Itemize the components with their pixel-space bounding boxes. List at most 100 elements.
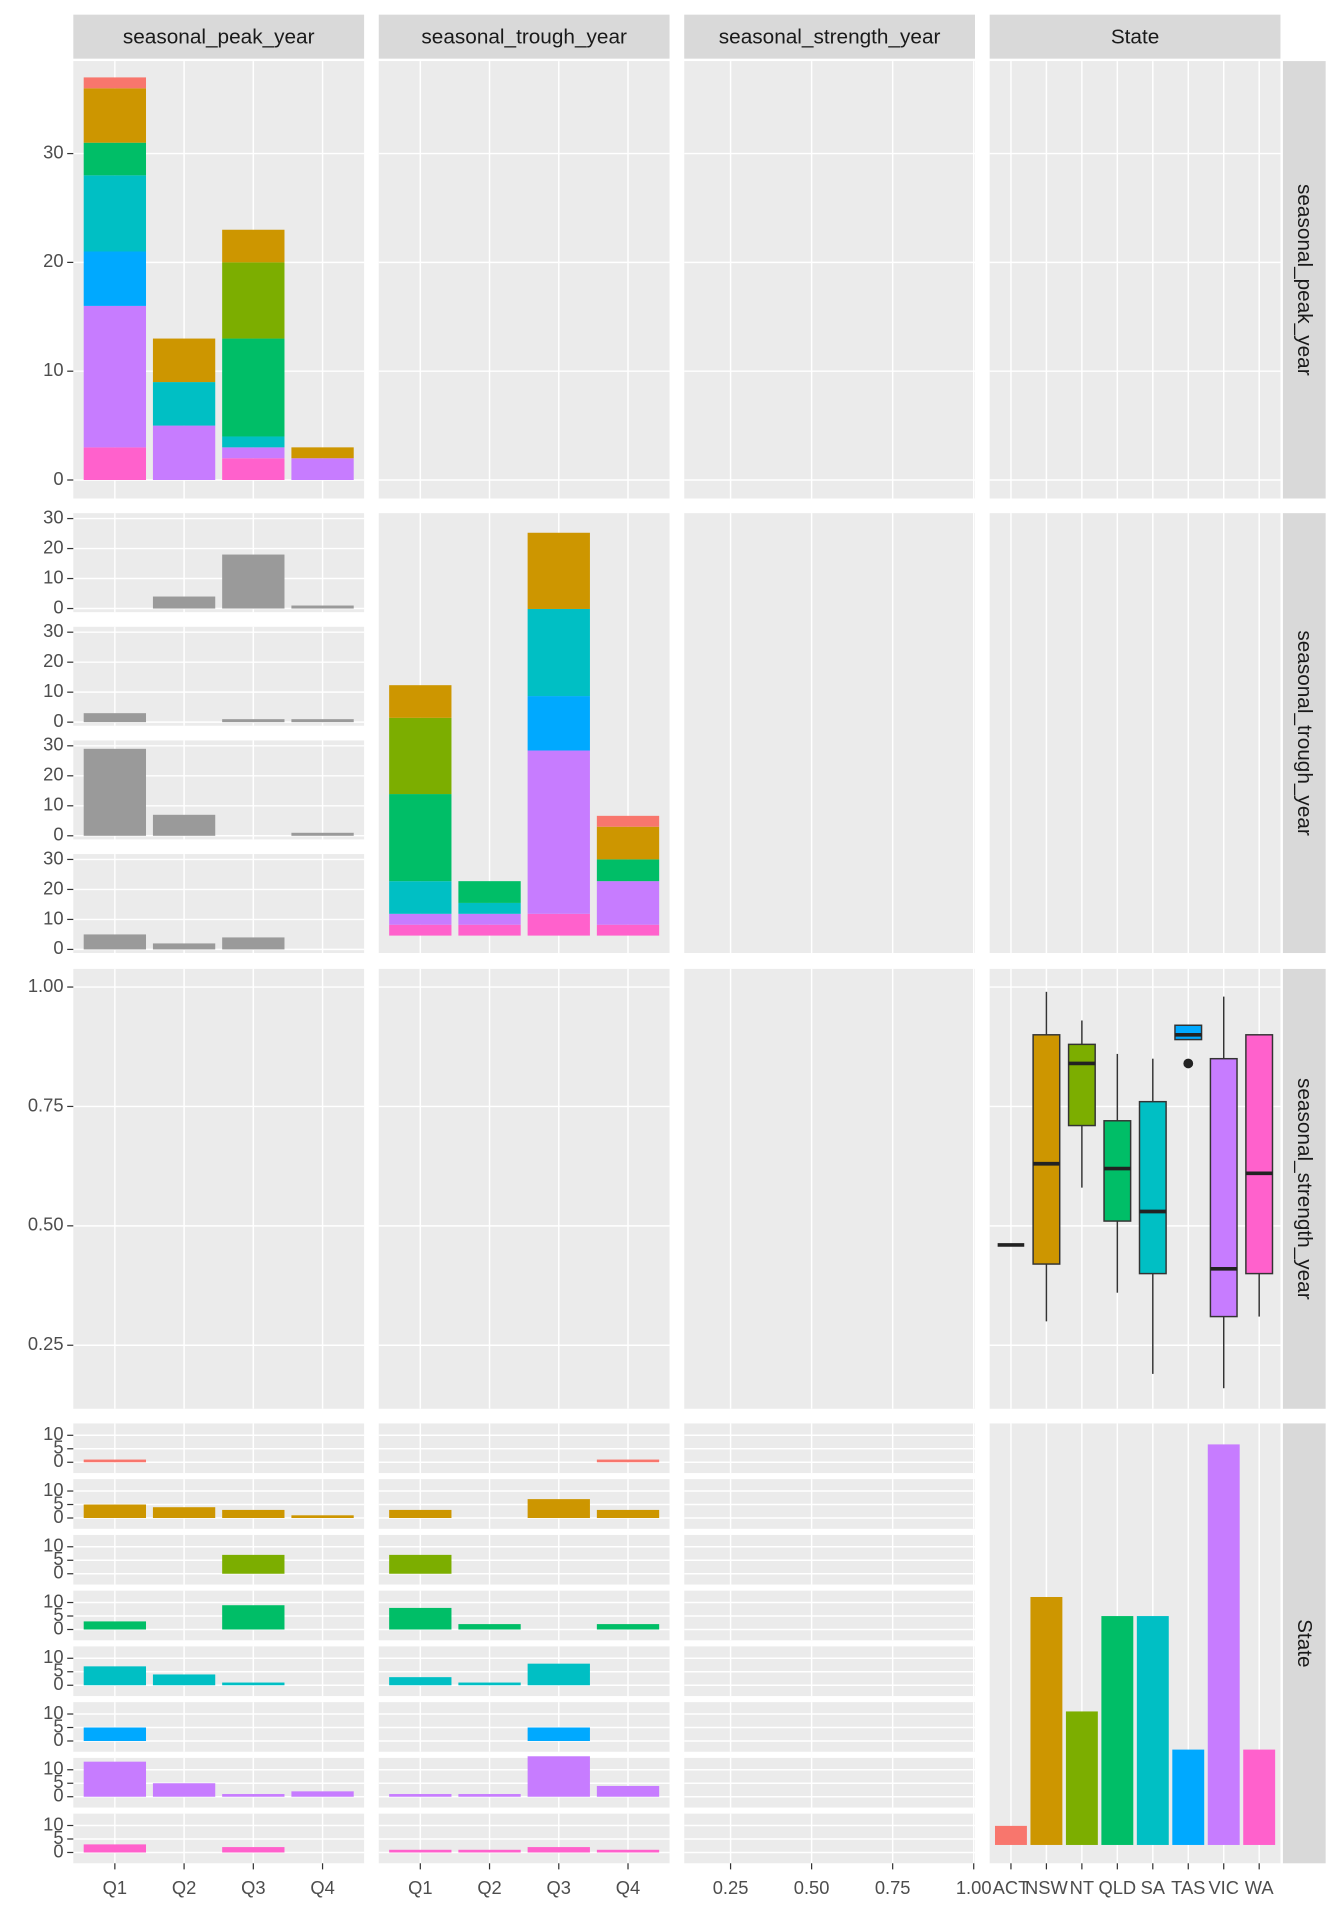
y-tick-label: 10: [43, 1590, 63, 1611]
panel-background: [378, 968, 670, 1409]
bar: [389, 1554, 452, 1574]
x-tick-label: Q4: [310, 1877, 334, 1898]
bar: [83, 1844, 147, 1853]
bar-segment: [596, 826, 660, 860]
box: [1245, 1034, 1274, 1275]
y-tick-label: 10: [43, 359, 63, 380]
y-tick-label: 5: [53, 1604, 63, 1625]
bar-segment: [527, 608, 590, 697]
strip-label: State: [1293, 1619, 1316, 1667]
bar-segment: [83, 77, 147, 89]
bar: [222, 1509, 285, 1519]
y-tick-label: 10: [43, 1479, 63, 1500]
strip-label: seasonal_peak_year: [1293, 184, 1316, 376]
bar: [1136, 1616, 1169, 1845]
outlier: [1183, 1058, 1194, 1069]
y-tick-label: 0.25: [28, 1333, 64, 1354]
y-tick-label: 5: [53, 1437, 63, 1458]
strip: [378, 14, 670, 59]
x-tick-label: SA: [1141, 1877, 1166, 1898]
bar: [83, 1459, 147, 1463]
y-tick-label: 0: [53, 937, 63, 958]
bar: [527, 1847, 590, 1853]
y-tick-label: 10: [43, 566, 63, 587]
bar-segment: [83, 88, 147, 143]
bar-segment: [458, 881, 521, 903]
y-tick-label: 0: [53, 1450, 63, 1471]
strip: [1282, 968, 1326, 1409]
bar: [291, 1791, 354, 1797]
y-tick-label: 10: [43, 680, 63, 701]
bar-segment: [222, 229, 285, 263]
bar: [291, 832, 354, 836]
box: [1032, 1034, 1061, 1265]
y-tick-label: 10: [43, 1423, 63, 1444]
bar-segment: [596, 859, 660, 882]
bar-segment: [596, 815, 660, 827]
x-tick-label: Q2: [172, 1877, 196, 1898]
x-tick-label: Q2: [477, 1877, 501, 1898]
bar-segment: [596, 924, 660, 936]
y-tick-label: 20: [43, 764, 63, 785]
bar-segment: [527, 750, 590, 914]
y-tick-label: 10: [43, 794, 63, 815]
y-tick-label: 30: [43, 141, 63, 162]
y-tick-label: 0: [53, 1562, 63, 1583]
y-tick-label: 0: [53, 1785, 63, 1806]
y-tick-label: 30: [43, 506, 63, 527]
y-tick-label: 30: [43, 734, 63, 755]
bar: [596, 1459, 660, 1463]
strip: [1282, 61, 1326, 499]
y-tick-label: 20: [43, 250, 63, 271]
bar: [1172, 1749, 1205, 1845]
bar: [83, 1621, 147, 1630]
x-tick-label: Q4: [616, 1877, 640, 1898]
bar: [291, 605, 354, 609]
y-tick-label: 10: [43, 1535, 63, 1556]
bar: [83, 1727, 147, 1741]
panel-background: [378, 61, 670, 499]
bar: [222, 937, 285, 950]
bar: [596, 1509, 660, 1519]
x-tick-label: 0.75: [875, 1877, 911, 1898]
strip-label: seasonal_peak_year: [123, 25, 315, 48]
x-tick-label: VIC: [1208, 1877, 1239, 1898]
strip-label: seasonal_trough_year: [421, 25, 627, 48]
y-tick-label: 0.50: [28, 1214, 64, 1235]
bar-segment: [389, 794, 452, 882]
y-tick-label: 0: [53, 1729, 63, 1750]
bar: [83, 748, 147, 836]
y-tick-label: 0: [53, 824, 63, 845]
bar-segment: [222, 262, 285, 339]
bar-segment: [222, 436, 285, 448]
bar: [458, 1794, 521, 1797]
bar: [458, 1624, 521, 1630]
bar-segment: [389, 881, 452, 914]
bar: [389, 1509, 452, 1519]
strip-label: seasonal_strength_year: [719, 25, 941, 48]
bar: [596, 1785, 660, 1797]
y-tick-label: 5: [53, 1827, 63, 1848]
bar: [527, 1727, 590, 1741]
y-tick-label: 20: [43, 650, 63, 671]
bar: [291, 719, 354, 723]
x-tick-label: WA: [1245, 1877, 1275, 1898]
bar-segment: [222, 338, 285, 437]
bar-segment: [152, 425, 216, 481]
box: [1067, 1043, 1096, 1127]
bar-segment: [291, 447, 354, 459]
bar: [1101, 1616, 1134, 1845]
bar: [222, 554, 285, 609]
bar: [83, 1761, 147, 1797]
bar-segment: [527, 532, 590, 609]
bar-segment: [291, 458, 354, 481]
bar-segment: [527, 696, 590, 751]
bar: [994, 1825, 1027, 1845]
bar: [458, 1849, 521, 1853]
y-tick-label: 30: [43, 847, 63, 868]
x-tick-label: Q3: [241, 1877, 265, 1898]
bar-segment: [222, 447, 285, 459]
x-tick-label: 0.25: [713, 1877, 749, 1898]
bar-segment: [527, 913, 590, 936]
strip: [684, 14, 976, 59]
